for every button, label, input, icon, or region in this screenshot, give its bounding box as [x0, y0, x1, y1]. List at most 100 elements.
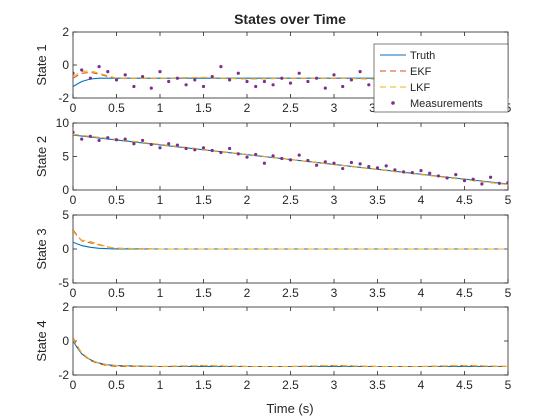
measurement-point: [114, 78, 119, 82]
measurement-point: [262, 161, 266, 165]
plot-area: [72, 122, 509, 191]
y-axis-label: State 4: [34, 320, 49, 361]
measurement-point: [97, 138, 101, 143]
measurement-point: [201, 146, 206, 150]
measurement-point: [262, 79, 266, 84]
x-tick-label: 3.5: [369, 378, 386, 392]
y-axis-label: State 3: [34, 228, 49, 269]
measurement-point: [332, 161, 336, 165]
measurement-point: [428, 171, 432, 175]
y-tick-label: -5: [58, 276, 69, 290]
x-tick-label: 2.5: [282, 101, 299, 115]
x-tick-label: 1.5: [195, 286, 212, 300]
series-line-lkf: [73, 133, 508, 186]
x-tick-label: 1: [157, 101, 164, 115]
x-tick-label: 4.5: [456, 286, 473, 300]
measurement-point: [158, 70, 162, 74]
x-tick-label: 0: [70, 378, 77, 392]
measurement-point: [201, 84, 206, 89]
measurement-point: [167, 142, 171, 146]
plot-area: [72, 306, 509, 376]
measurement-point: [106, 70, 110, 74]
measurement-point: [306, 79, 310, 84]
measurement-point: [471, 177, 475, 181]
measurement-point: [297, 153, 301, 157]
x-tick-label: 0: [70, 286, 77, 300]
measurement-point: [141, 74, 145, 79]
measurement-point: [497, 181, 501, 185]
x-tick-label: 0: [70, 193, 77, 207]
measurement-point: [332, 73, 336, 77]
measurement-point: [349, 160, 353, 165]
measurement-point: [132, 142, 136, 146]
y-tick-label: 10: [56, 116, 70, 130]
measurement-point: [149, 86, 153, 90]
y-axis-label: State 1: [34, 44, 49, 85]
x-tick-label: 2: [244, 286, 251, 300]
measurement-point: [88, 76, 92, 80]
x-axis-label: Time (s): [266, 401, 313, 416]
x-tick-label: 1.5: [195, 101, 212, 115]
legend-label: EKF: [410, 66, 432, 78]
x-tick-label: 2.5: [282, 193, 299, 207]
x-tick-label: 1.5: [195, 378, 212, 392]
x-tick-label: 3: [331, 101, 338, 115]
measurement-point: [306, 158, 310, 163]
measurement-point: [349, 78, 353, 82]
measurement-point: [384, 164, 388, 168]
measurement-point: [445, 176, 449, 180]
x-tick-label: 1.5: [195, 193, 212, 207]
x-tick-label: 0.5: [108, 378, 125, 392]
measurement-point: [228, 146, 232, 151]
y-tick-label: 0: [62, 334, 69, 348]
figure-title: States over Time: [234, 11, 346, 27]
x-tick-label: 5: [505, 286, 512, 300]
y-tick-label: -2: [58, 368, 69, 382]
measurement-point: [454, 172, 458, 177]
x-tick-label: 1: [157, 193, 164, 207]
measurement-point: [254, 152, 258, 157]
measurement-point: [341, 166, 345, 171]
measurement-point: [193, 148, 197, 152]
legend-label: Measurements: [410, 98, 483, 110]
y-tick-label: 0: [62, 183, 69, 197]
measurement-point: [219, 65, 223, 69]
measurement-point: [254, 84, 258, 89]
x-tick-label: 0: [70, 101, 77, 115]
measurement-point: [193, 78, 197, 82]
measurement-point: [436, 174, 440, 178]
measurement-point: [367, 83, 371, 87]
x-tick-label: 1: [157, 378, 164, 392]
measurement-point: [210, 74, 214, 79]
x-tick-label: 5: [505, 378, 512, 392]
measurement-point: [158, 146, 162, 150]
measurement-point: [132, 84, 136, 89]
plot-marks: [73, 337, 508, 368]
series-line-lkf: [73, 230, 508, 250]
measurement-point: [375, 166, 380, 170]
measurement-point: [358, 70, 362, 74]
y-tick-label: 0: [62, 242, 69, 256]
x-tick-label: 1: [157, 286, 164, 300]
measurement-point: [123, 137, 127, 141]
measurement-point: [393, 168, 397, 172]
measurement-point: [480, 182, 484, 186]
measurement-point: [73, 130, 75, 134]
measurement-point: [114, 138, 119, 142]
x-tick-label: 0.5: [108, 101, 125, 115]
y-tick-label: 0: [62, 58, 69, 72]
y-tick-label: 2: [62, 300, 69, 314]
measurement-point: [149, 142, 153, 147]
subplot-2: 0 0.5 1 1.5 2 2.5 3 3.5 4 4.5 5 0 5 10 State 2: [34, 116, 512, 207]
y-tick-label: 5: [62, 208, 69, 222]
measurement-point: [288, 81, 293, 85]
measurement-point: [219, 150, 223, 155]
measurement-point: [297, 71, 301, 75]
measurement-point: [280, 76, 284, 80]
measurement-point: [323, 86, 327, 90]
measurement-point: [236, 152, 240, 156]
y-tick-label: 5: [62, 150, 69, 164]
